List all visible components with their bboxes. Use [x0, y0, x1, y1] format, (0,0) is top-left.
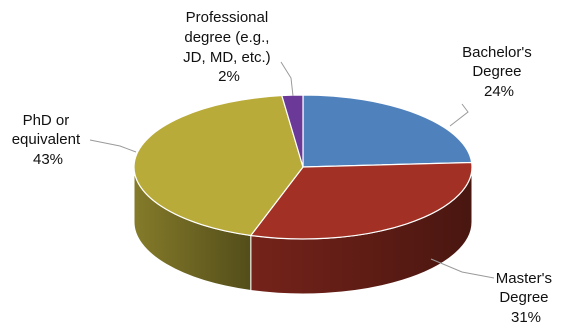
label-bachelors-line1: Bachelor's	[462, 44, 532, 61]
label-bachelors-value: 24%	[484, 83, 514, 100]
slice-3	[281, 94, 304, 168]
label-masters: Master's Degree 31%	[496, 270, 556, 326]
leader-phd	[89, 139, 137, 153]
leader-lines	[89, 61, 495, 279]
label-professional-line1: Professional	[186, 9, 269, 26]
slice-0	[302, 94, 473, 168]
label-phd-value: 43%	[33, 151, 63, 168]
label-masters-value: 31%	[511, 309, 541, 326]
label-bachelors: Bachelor's Degree 24%	[462, 44, 536, 100]
leader-professional	[280, 61, 294, 97]
label-professional-value: 2%	[218, 68, 240, 85]
label-phd-line2: equivalent	[12, 131, 81, 148]
label-professional-line2: degree (e.g.,	[184, 29, 269, 46]
slice-2	[133, 94, 304, 237]
label-professional: Professional degree (e.g., JD, MD, etc.)…	[183, 9, 275, 85]
label-phd: PhD or equivalent 43%	[12, 112, 85, 168]
pie-slices	[133, 94, 473, 240]
slice-1	[249, 161, 473, 240]
label-professional-line3: JD, MD, etc.)	[183, 49, 271, 66]
label-masters-line1: Master's	[496, 270, 552, 287]
label-masters-line2: Degree	[499, 289, 548, 306]
leader-bachelors	[449, 103, 469, 127]
label-phd-line1: PhD or	[23, 112, 70, 129]
leader-masters	[430, 258, 495, 279]
label-bachelors-line2: Degree	[472, 63, 521, 80]
